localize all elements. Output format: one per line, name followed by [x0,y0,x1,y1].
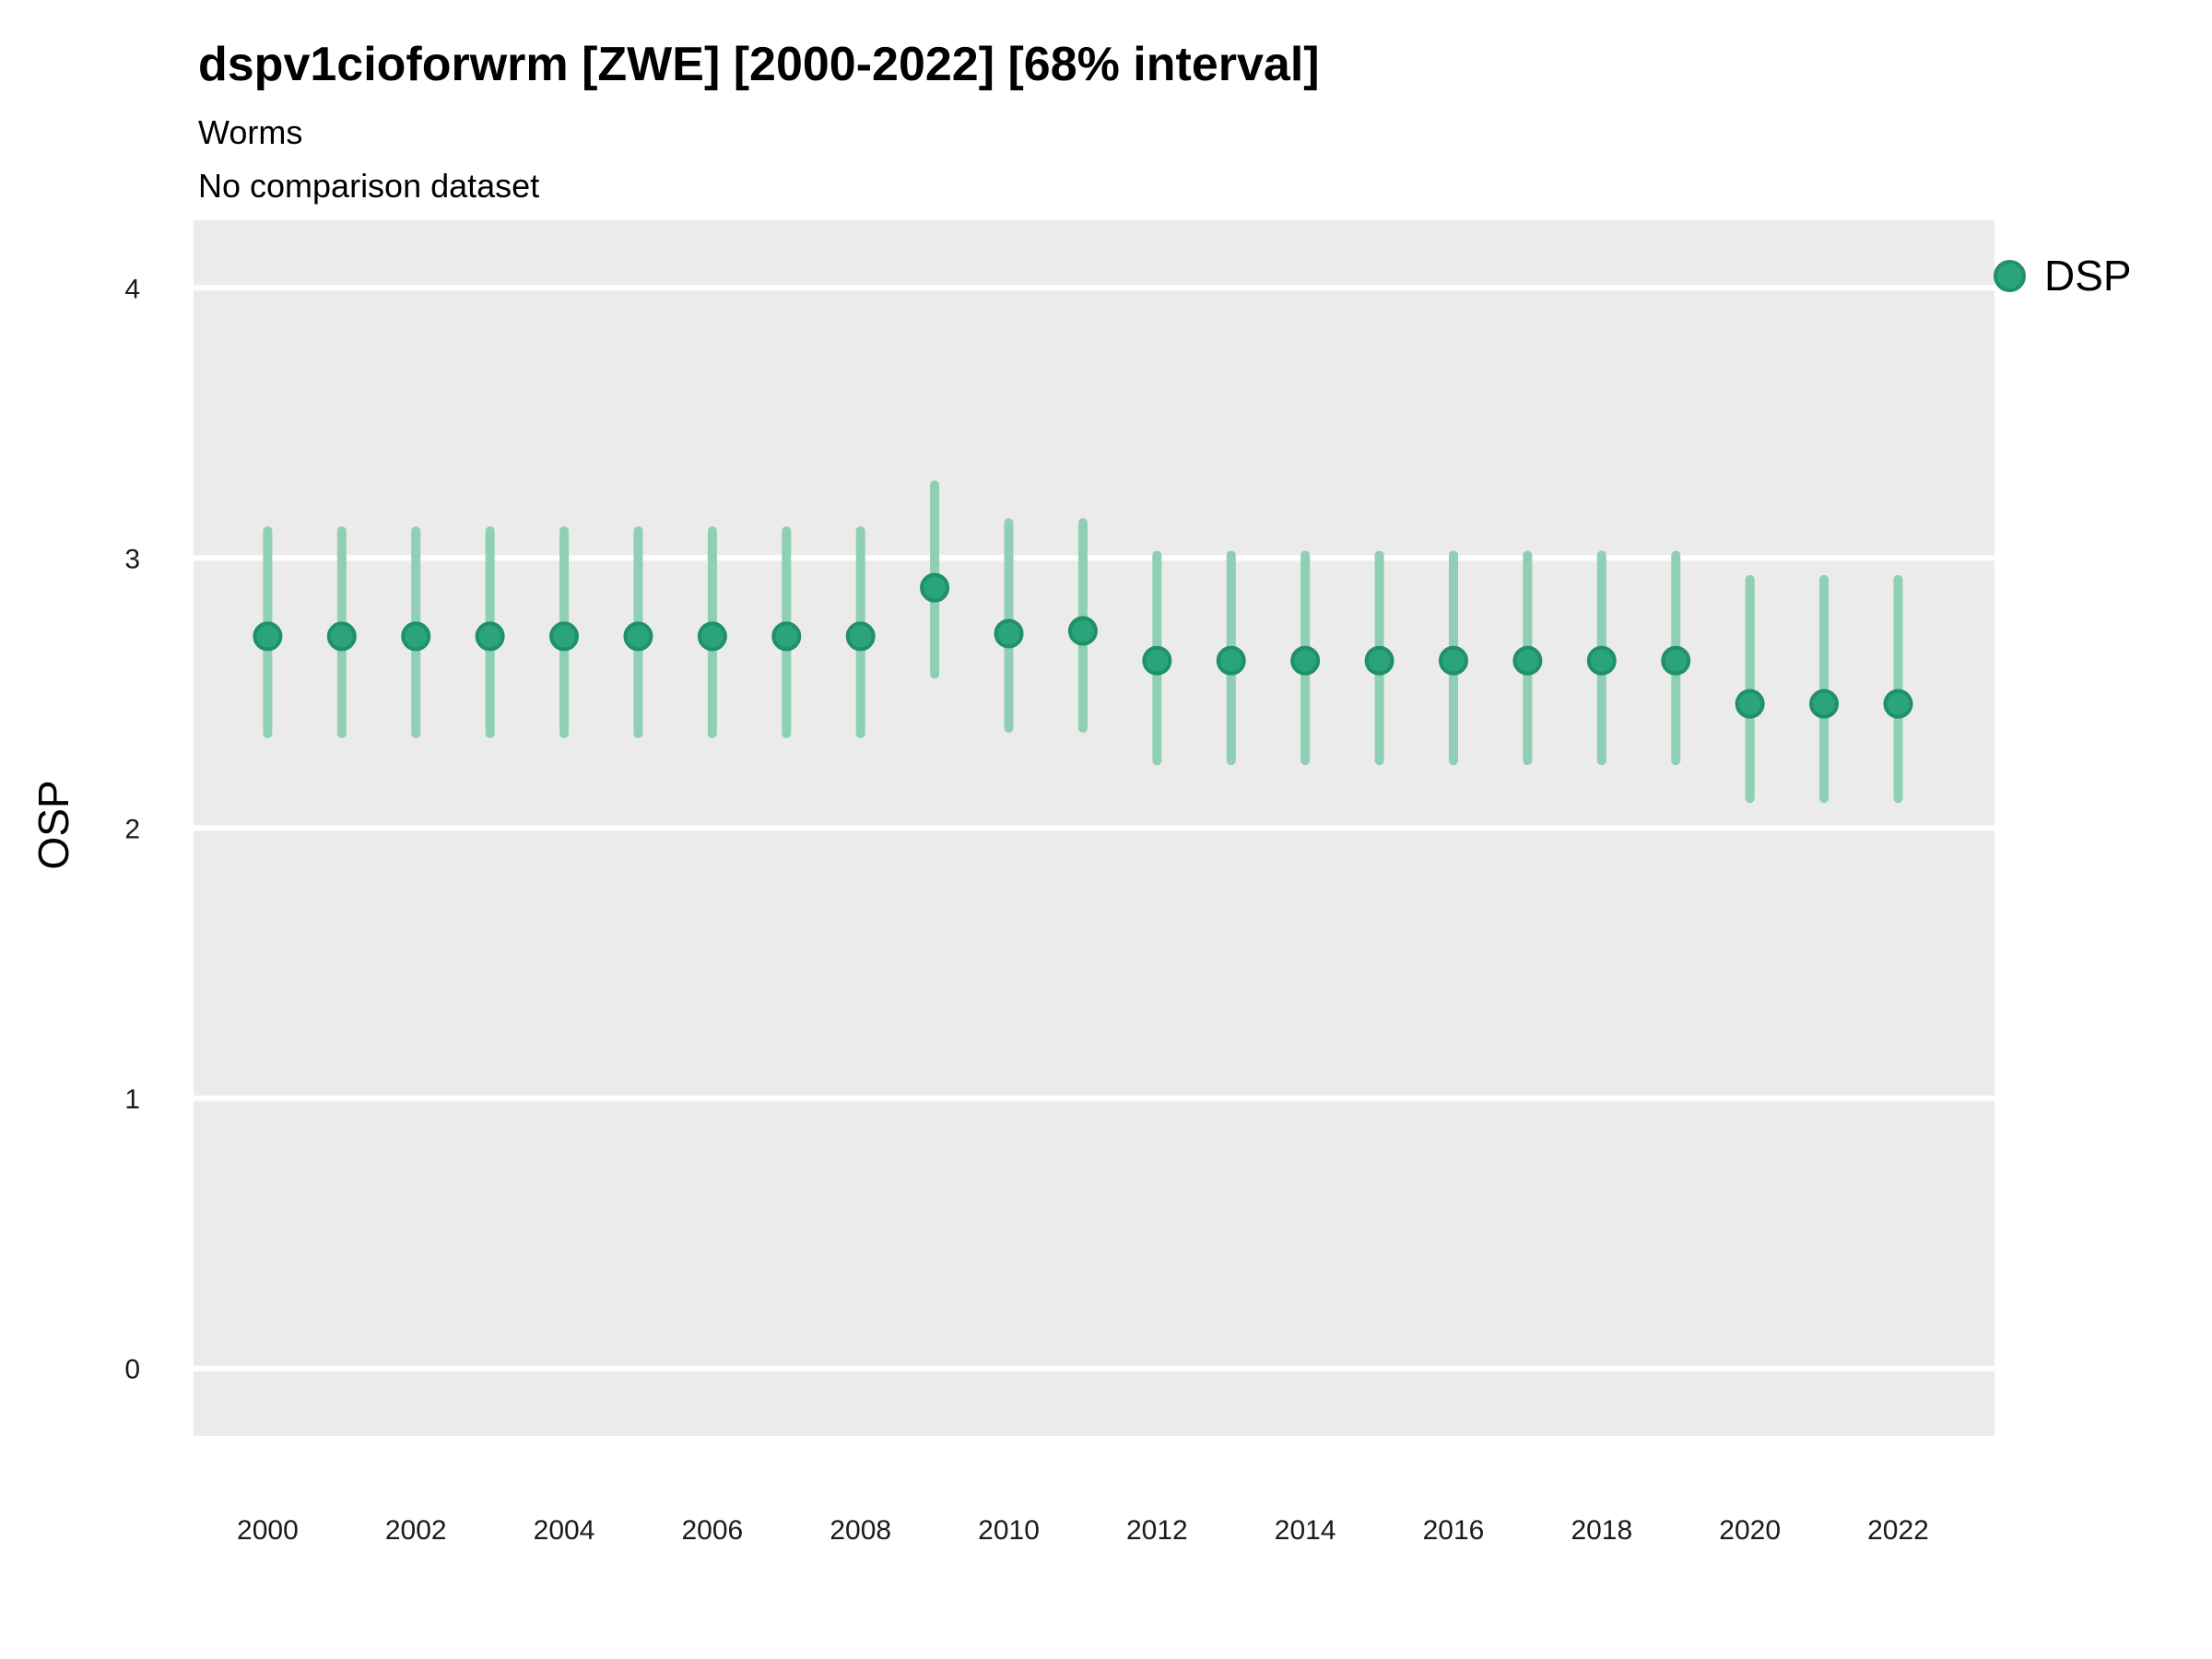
data-point [549,621,580,652]
data-point [475,621,505,652]
data-point [1512,645,1543,676]
data-point [994,618,1024,649]
data-point [1216,645,1246,676]
data-point [1735,688,1765,719]
data-point [326,621,357,652]
data-point [1438,645,1468,676]
data-point [401,621,431,652]
x-tick-label: 2022 [1867,1515,1929,1546]
y-tick-label: 2 [124,815,140,845]
x-tick-label: 2008 [830,1515,891,1546]
x-tick-label: 2000 [237,1515,299,1546]
data-point [771,621,802,652]
legend-item-label: DSP [2044,252,2132,300]
legend: DSP [1994,254,2132,297]
x-tick-label: 2006 [682,1515,744,1546]
data-point [845,621,876,652]
data-point [1809,688,1840,719]
x-tick-label: 2018 [1571,1515,1632,1546]
x-tick-label: 2010 [978,1515,1040,1546]
data-point [1142,645,1172,676]
x-tick-label: 2014 [1275,1515,1336,1546]
x-tick-label: 2012 [1126,1515,1188,1546]
data-point [920,572,950,603]
data-point [697,621,727,652]
chart-subtitle: Worms [198,113,303,151]
y-axis-title: OSP [29,780,77,870]
legend-dot-icon [1994,259,2026,292]
x-tick-label: 2004 [534,1515,595,1546]
chart-title: dspv1cioforwrm [ZWE] [2000-2022] [68% in… [198,38,1320,91]
data-point [623,621,653,652]
data-point [1067,616,1098,646]
data-point [1883,688,1913,719]
y-tick-label: 1 [124,1085,140,1115]
comparison-note: No comparison dataset [198,167,540,205]
x-tick-label: 2002 [385,1515,447,1546]
y-tick-label: 3 [124,544,140,574]
data-point [1661,645,1691,676]
x-tick-label: 2020 [1719,1515,1781,1546]
data-point [253,621,283,652]
data-point [1586,645,1617,676]
data-point [1290,645,1321,676]
y-tick-label: 0 [124,1355,140,1385]
x-tick-label: 2016 [1423,1515,1485,1546]
y-tick-label: 4 [124,274,140,304]
data-point [1364,645,1394,676]
